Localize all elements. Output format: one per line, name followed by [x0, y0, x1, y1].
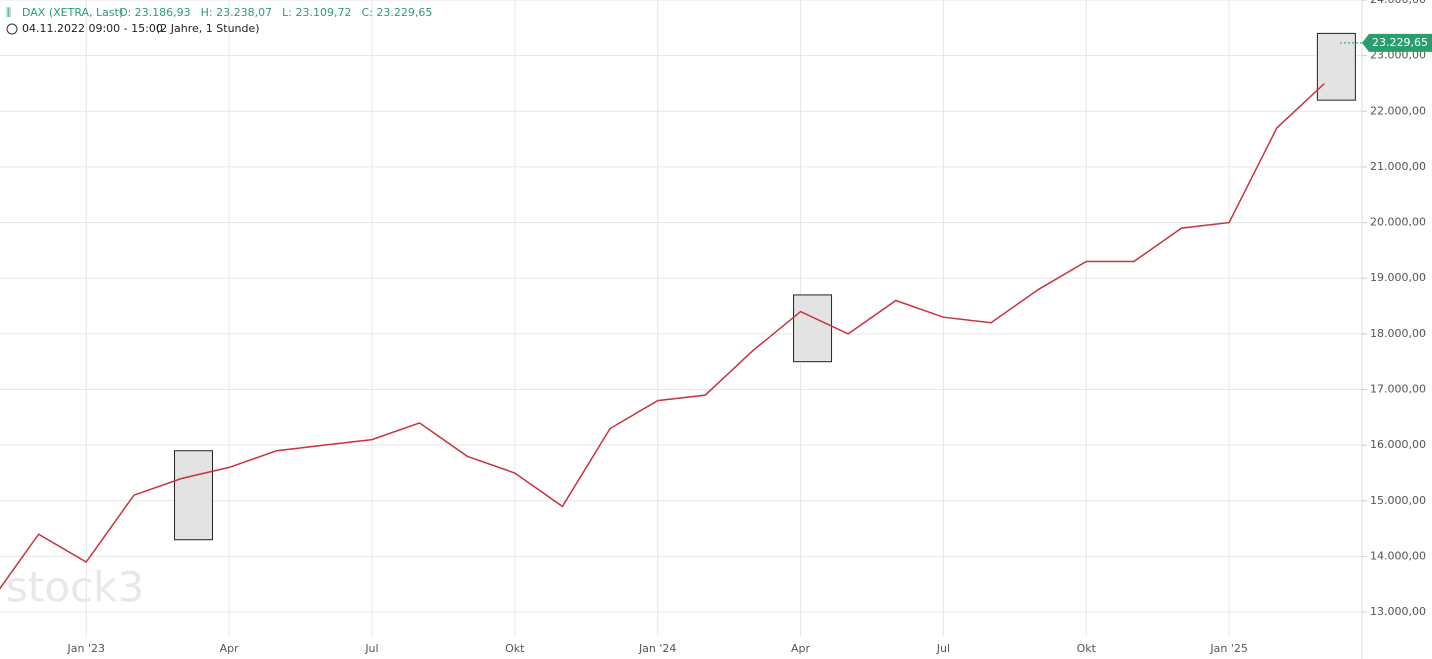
y-tick-label: 21.000,00 — [1370, 160, 1426, 173]
plot-area — [0, 32, 1356, 590]
clock-icon — [6, 23, 18, 35]
x-tick-label: Jan '25 — [1209, 642, 1247, 655]
x-tick-label: Apr — [220, 642, 240, 655]
ohlc-1: H: 23.238,07 — [201, 6, 272, 19]
y-tick-label: 13.000,00 — [1370, 605, 1426, 618]
y-tick-label: 19.000,00 — [1370, 271, 1426, 284]
y-tick-label: 17.000,00 — [1370, 383, 1426, 396]
x-tick-label: Okt — [1077, 642, 1097, 655]
header: ⫼ DAX (XETRA, Last) 04.11.2022 09:00 - 1… — [6, 6, 432, 35]
y-tick-label: 23.000,00 — [1370, 49, 1426, 62]
icon: ⫼ — [6, 6, 11, 19]
highlight-box — [1316, 32, 1356, 101]
y-tick-label: 14.000,00 — [1370, 549, 1426, 562]
ohlc-0: O: 23.186,93 — [119, 6, 191, 19]
ohlc-3: C: 23.229,65 — [361, 6, 432, 19]
y-tick-label: 16.000,00 — [1370, 438, 1426, 451]
y-tick-label: 22.000,00 — [1370, 104, 1426, 117]
range: (2 Jahre, 1 Stunde) — [156, 22, 260, 35]
y-tick-label: 20.000,00 — [1370, 216, 1426, 229]
grid — [0, 0, 1362, 636]
watermark: stock3 — [6, 563, 144, 612]
instrument: DAX (XETRA, Last) — [22, 6, 123, 19]
highlight-box — [793, 294, 833, 363]
price-line — [0, 82, 1325, 590]
period: 04.11.2022 09:00 - 15:00 — [22, 22, 163, 35]
y-tick-label: 15.000,00 — [1370, 494, 1426, 507]
x-tick-label: Jul — [936, 642, 950, 655]
last-price-label: 23.229,65 — [1372, 36, 1428, 49]
y-tick-label: 18.000,00 — [1370, 327, 1426, 340]
x-tick-label: Jan '23 — [66, 642, 104, 655]
x-tick-label: Okt — [505, 642, 525, 655]
y-tick-label: 24.000,00 — [1370, 0, 1426, 6]
x-tick-label: Jul — [364, 642, 378, 655]
x-tick-label: Jan '24 — [638, 642, 676, 655]
last-price-tag — [1362, 33, 1432, 52]
ohlc-2: L: 23.109,72 — [282, 6, 351, 19]
highlight-box — [173, 450, 213, 541]
x-tick-label: Apr — [791, 642, 811, 655]
